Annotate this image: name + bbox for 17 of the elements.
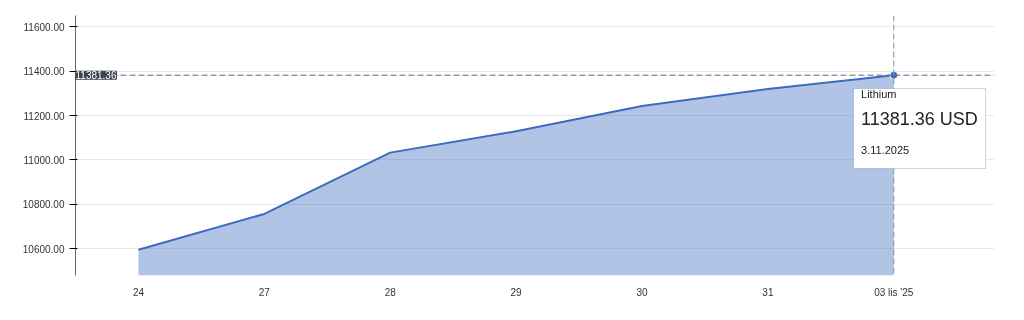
- y-tick-label: 11400.00: [23, 66, 65, 78]
- annotation: Lithium: [861, 87, 897, 100]
- ref-line-label: 11381.36: [75, 70, 117, 82]
- x-tick-label: 31: [762, 286, 774, 298]
- y-tick-label: 11000.00: [23, 154, 65, 166]
- x-tick-label: 30: [636, 286, 649, 298]
- y-tick-label: 10800.00: [22, 199, 65, 211]
- y-tick-label: 11600.00: [23, 21, 65, 33]
- y-tick-label: 10600.00: [22, 243, 65, 255]
- x-tick-label: 24: [132, 286, 145, 298]
- annotation: 3.11.2025: [861, 144, 910, 157]
- annotation: 11381.36 USD: [861, 108, 978, 129]
- x-tick-label: 29: [510, 286, 523, 298]
- y-tick-label: 11200.00: [23, 110, 65, 122]
- x-tick-label: 28: [384, 286, 397, 298]
- x-tick-label: 03 lis '25: [874, 286, 914, 298]
- x-tick-label: 27: [258, 286, 271, 298]
